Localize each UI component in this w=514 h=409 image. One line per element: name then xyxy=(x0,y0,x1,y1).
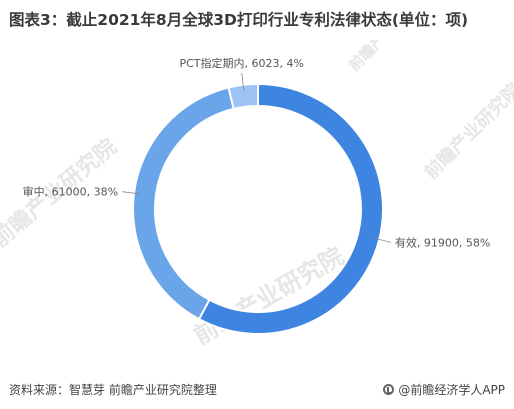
slice-2 xyxy=(227,82,259,111)
chart-svg: 前瞻产业研究院前瞻产业研究院前瞻产业研究院前瞻产业研究院 有效, 91900, … xyxy=(0,40,514,350)
slice-1 xyxy=(132,86,235,321)
chart-slices xyxy=(132,82,384,335)
watermark-2: 前瞻产业研究院 xyxy=(420,79,514,184)
leader-line-1 xyxy=(122,191,141,195)
watermark-3: 前瞻产业研究院 xyxy=(345,40,432,75)
slice-label-0: 有效, 91900, 58% xyxy=(395,235,490,249)
brand-credit: @前瞻经济学人APP xyxy=(383,381,505,398)
slice-label-2: PCT指定期内, 6023, 4% xyxy=(179,56,303,70)
page-title: 图表3：截止2021年8月全球3D打印行业专利法律状态(单位：项) xyxy=(9,11,469,29)
brand-logo-icon xyxy=(383,384,395,395)
donut-chart: 前瞻产业研究院前瞻产业研究院前瞻产业研究院前瞻产业研究院 有效, 91900, … xyxy=(0,40,514,372)
brand-text: @前瞻经济学人APP xyxy=(398,383,505,397)
chart-leaders xyxy=(122,72,391,243)
chart-labels: 有效, 91900, 58% 审中, 61000, 38% PCT指定期内, 602… xyxy=(23,56,491,249)
leader-line-0 xyxy=(373,237,391,243)
leader-line-2 xyxy=(241,72,245,91)
slice-label-1: 审中, 61000, 38% xyxy=(23,185,118,199)
source-note: 资料来源：智慧芽 前瞻产业研究院整理 xyxy=(9,383,217,397)
